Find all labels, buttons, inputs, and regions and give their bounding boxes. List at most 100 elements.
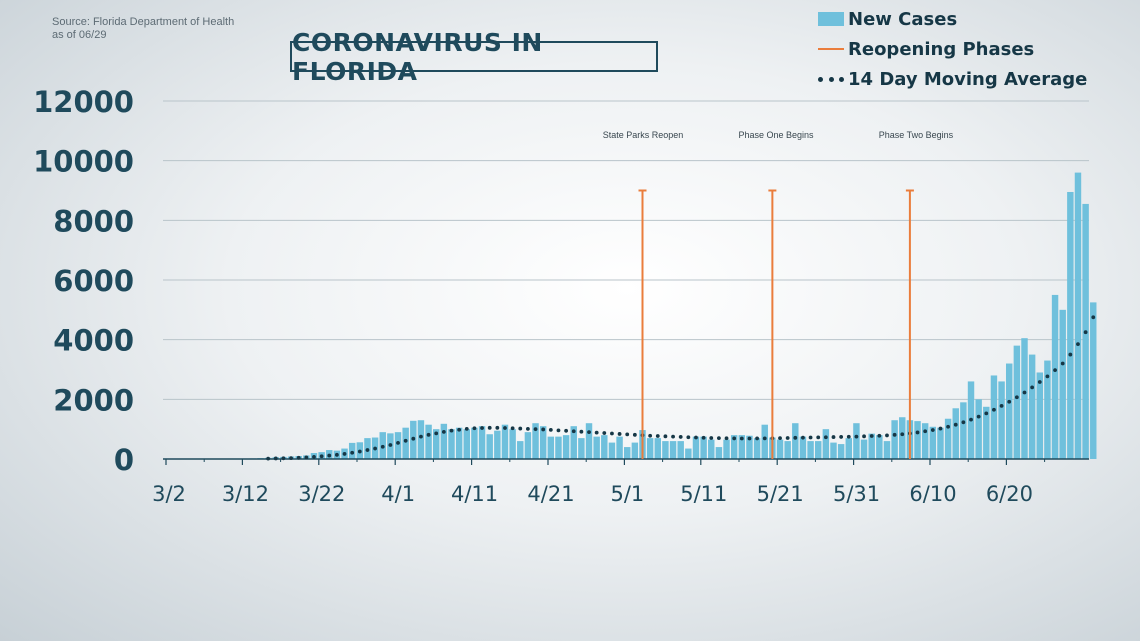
x-tick-label: 6/10 bbox=[909, 482, 956, 506]
moving-average-point bbox=[862, 434, 866, 439]
moving-average-point bbox=[594, 430, 599, 435]
bar bbox=[517, 441, 524, 459]
bar bbox=[746, 435, 753, 459]
moving-average-point bbox=[617, 432, 622, 436]
y-tick-label: 8000 bbox=[53, 204, 134, 238]
moving-average-point bbox=[1068, 352, 1073, 357]
moving-average-point bbox=[1022, 390, 1027, 395]
moving-average-point bbox=[1037, 380, 1042, 384]
bar bbox=[425, 424, 432, 459]
moving-average-point bbox=[564, 428, 568, 433]
moving-average-point bbox=[533, 427, 538, 432]
as-of-date: as of 06/29 bbox=[52, 29, 107, 41]
bar bbox=[1006, 363, 1013, 459]
moving-average-point bbox=[930, 428, 935, 432]
bar bbox=[394, 432, 402, 459]
bar bbox=[1090, 302, 1097, 460]
moving-average-point bbox=[999, 404, 1004, 408]
moving-average-point bbox=[839, 435, 844, 439]
moving-average-point bbox=[449, 428, 454, 433]
line-swatch-icon bbox=[818, 48, 844, 50]
bar bbox=[1051, 294, 1059, 459]
moving-average-point bbox=[335, 452, 339, 457]
moving-average-point bbox=[969, 417, 973, 422]
bar bbox=[921, 423, 929, 459]
x-tick-label: 3/2 bbox=[152, 482, 186, 506]
moving-average-point bbox=[266, 456, 271, 461]
moving-average-point bbox=[610, 431, 614, 436]
moving-average-point bbox=[312, 454, 316, 459]
y-tick-label: 2000 bbox=[53, 383, 134, 417]
legend-label-moving-average: 14 Day Moving Average bbox=[848, 68, 1088, 90]
y-tick-label: 10000 bbox=[33, 145, 134, 179]
bar bbox=[1021, 338, 1028, 459]
moving-average-point bbox=[938, 426, 943, 431]
bar bbox=[776, 439, 784, 459]
moving-average-point bbox=[273, 456, 278, 461]
bar bbox=[402, 427, 409, 459]
bar bbox=[692, 436, 700, 460]
moving-average-point bbox=[327, 453, 332, 458]
moving-average-point bbox=[755, 436, 759, 441]
legend-item-moving-average: 14 Day Moving Average bbox=[818, 64, 1118, 94]
bar bbox=[471, 427, 478, 459]
bar bbox=[700, 436, 707, 460]
moving-average-point bbox=[296, 455, 301, 460]
moving-average-point bbox=[892, 432, 897, 437]
bar bbox=[624, 447, 631, 459]
moving-average-point bbox=[1091, 315, 1096, 320]
moving-average-point bbox=[587, 430, 591, 435]
bar bbox=[883, 441, 891, 459]
moving-average-point bbox=[1045, 374, 1050, 379]
bar bbox=[807, 441, 814, 459]
moving-average-point bbox=[992, 407, 996, 412]
bar bbox=[1067, 191, 1074, 460]
bar bbox=[509, 429, 516, 459]
bar-swatch-icon bbox=[818, 12, 844, 26]
moving-average-point bbox=[411, 436, 416, 441]
bar bbox=[937, 427, 944, 459]
bar bbox=[669, 441, 677, 459]
bar bbox=[845, 438, 852, 459]
moving-average-point bbox=[785, 436, 790, 440]
moving-average-point bbox=[548, 428, 553, 432]
moving-average-point bbox=[388, 443, 393, 447]
legend-item-new-cases: New Cases bbox=[818, 4, 1118, 34]
x-tick-label: 3/12 bbox=[222, 482, 269, 506]
moving-average-point bbox=[350, 450, 355, 455]
x-tick-label: 5/1 bbox=[611, 482, 645, 506]
bar bbox=[753, 438, 761, 459]
bar bbox=[708, 439, 715, 459]
moving-average-point bbox=[808, 435, 813, 440]
x-tick-label: 6/20 bbox=[986, 482, 1033, 506]
bar bbox=[463, 429, 470, 459]
moving-average-point bbox=[419, 434, 423, 439]
moving-average-point bbox=[434, 431, 439, 436]
moving-average-point bbox=[357, 449, 362, 454]
bar bbox=[738, 435, 746, 459]
bar bbox=[1059, 309, 1066, 459]
moving-average-point bbox=[831, 435, 836, 439]
moving-average-point bbox=[579, 429, 584, 434]
bar bbox=[868, 433, 875, 459]
bar bbox=[837, 444, 845, 459]
bar bbox=[815, 441, 822, 459]
moving-average-point bbox=[396, 440, 400, 445]
moving-average-point bbox=[526, 426, 530, 431]
bar bbox=[876, 435, 883, 459]
bar bbox=[715, 447, 723, 459]
bar bbox=[601, 435, 608, 459]
moving-average-point bbox=[984, 411, 989, 416]
bar bbox=[608, 442, 616, 459]
moving-average-point bbox=[701, 435, 706, 440]
bar bbox=[1028, 354, 1036, 459]
moving-average-point bbox=[717, 436, 721, 441]
moving-average-point bbox=[869, 434, 874, 438]
bar bbox=[631, 442, 639, 459]
moving-average-point bbox=[846, 434, 851, 439]
reopening-phase-label: Phase One Begins bbox=[738, 130, 814, 140]
bar bbox=[784, 441, 791, 459]
moving-average-point bbox=[854, 434, 859, 439]
moving-average-point bbox=[457, 427, 462, 432]
